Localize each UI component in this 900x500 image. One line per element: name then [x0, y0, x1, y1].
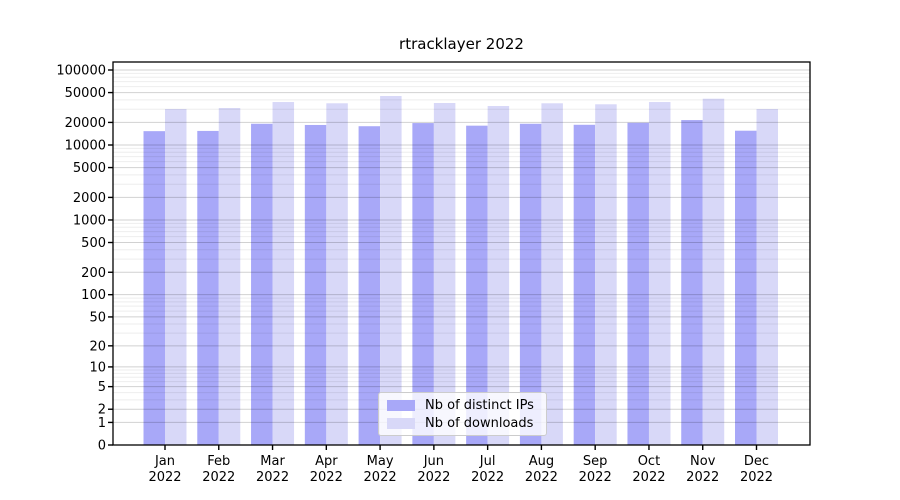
- y-tick-label: 2: [98, 403, 106, 418]
- y-tick-label: 20: [89, 339, 106, 354]
- gridlines: [113, 69, 810, 423]
- y-tick-label: 50: [89, 310, 106, 325]
- y-axis: 0 12 5 10 20 50 100 200 500 1000 2000 5000 10000 2000…: [56, 64, 113, 454]
- legend-swatch-downloads: [387, 417, 415, 429]
- bar-distinct-ips-may-2022: [358, 126, 381, 445]
- x-tick-label-year: 2022: [471, 470, 504, 485]
- x-tick-label-year: 2022: [686, 470, 719, 485]
- bar-distinct-ips-jun-2022: [412, 123, 434, 445]
- bar-downloads-nov-2022: [702, 98, 725, 445]
- bar-downloads-mar-2022: [272, 102, 295, 445]
- chart-title: rtracklayer 2022: [399, 35, 524, 53]
- bar-distinct-ips-mar-2022: [251, 123, 273, 445]
- bar-distinct-ips-jan-2022: [143, 131, 165, 445]
- bar-downloads-sep-2022: [595, 104, 617, 445]
- x-tick-label-year: 2022: [740, 470, 773, 485]
- plot-border: [112, 61, 811, 446]
- y-tick-label: 1000: [73, 213, 106, 228]
- y-tick-label: 200: [81, 266, 106, 281]
- bar-downloads-jan-2022: [165, 109, 187, 445]
- legend-swatch-distinct-ips: [387, 399, 415, 411]
- x-tick-label-month: May: [367, 454, 394, 469]
- bar-distinct-ips-oct-2022: [627, 122, 649, 445]
- y-tick-label: 100000: [56, 64, 106, 79]
- bar-downloads-dec-2022: [756, 109, 778, 445]
- bar-distinct-ips-dec-2022: [735, 130, 757, 445]
- y-tick-label: 10: [89, 360, 106, 375]
- y-tick-label: 1: [98, 416, 106, 431]
- x-axis: Jan2022Feb2022Mar2022Apr2022May2022Jun20…: [148, 445, 773, 485]
- y-tick-label: 10000: [65, 139, 106, 154]
- y-tick-label: 100: [81, 288, 106, 303]
- x-tick-label-month: Dec: [744, 454, 769, 469]
- x-tick-label-month: Jun: [423, 454, 444, 469]
- x-tick-label-year: 2022: [579, 470, 612, 485]
- bar-distinct-ips-sep-2022: [573, 124, 596, 445]
- y-tick-label: 500: [81, 236, 106, 251]
- bar-distinct-ips-feb-2022: [197, 130, 219, 445]
- x-tick-label-year: 2022: [310, 470, 343, 485]
- bar-downloads-oct-2022: [648, 102, 671, 445]
- x-tick-label-month: Aug: [529, 454, 554, 469]
- x-tick-label-month: Sep: [583, 454, 608, 469]
- y-tick-label: 2000: [73, 191, 106, 206]
- legend-label-downloads: Nb of downloads: [425, 415, 534, 431]
- x-tick-label-month: Feb: [207, 454, 230, 469]
- x-tick-label-year: 2022: [364, 470, 397, 485]
- bars: [143, 96, 778, 446]
- x-tick-label-year: 2022: [256, 470, 289, 485]
- legend-item-distinct-ips: Nb of distinct IPs: [387, 396, 538, 414]
- bar-downloads-jul-2022: [487, 106, 510, 445]
- y-tick-label: 50000: [65, 86, 106, 101]
- bar-downloads-apr-2022: [326, 103, 348, 445]
- y-tick-label: 20000: [65, 116, 106, 131]
- bar-downloads-aug-2022: [541, 103, 563, 445]
- x-tick-label-month: Mar: [260, 454, 285, 469]
- x-tick-label-year: 2022: [632, 470, 665, 485]
- x-tick-label-month: Nov: [690, 454, 716, 469]
- x-tick-label-year: 2022: [525, 470, 558, 485]
- x-tick-label-year: 2022: [202, 470, 235, 485]
- x-tick-label-year: 2022: [148, 470, 181, 485]
- y-tick-label: 0: [98, 439, 106, 454]
- bar-distinct-ips-nov-2022: [681, 120, 703, 445]
- y-tick-label: 5: [98, 380, 106, 395]
- x-tick-label-year: 2022: [417, 470, 450, 485]
- bar-distinct-ips-aug-2022: [519, 123, 542, 445]
- bar-distinct-ips-apr-2022: [304, 124, 327, 446]
- x-tick-label-month: Jul: [479, 454, 496, 469]
- bar-downloads-feb-2022: [218, 108, 241, 445]
- x-tick-label-month: Apr: [315, 454, 338, 469]
- y-tick-label: 5000: [73, 161, 106, 176]
- legend-label-distinct-ips: Nb of distinct IPs: [425, 397, 534, 413]
- bar-downloads-may-2022: [380, 96, 402, 445]
- chart-legend: Nb of distinct IPs Nb of downloads: [378, 392, 547, 436]
- x-tick-label-month: Jan: [154, 454, 175, 469]
- bar-distinct-ips-jul-2022: [466, 125, 488, 446]
- bar-downloads-jun-2022: [433, 103, 456, 445]
- x-tick-label-month: Oct: [638, 454, 660, 469]
- legend-item-downloads: Nb of downloads: [387, 414, 538, 432]
